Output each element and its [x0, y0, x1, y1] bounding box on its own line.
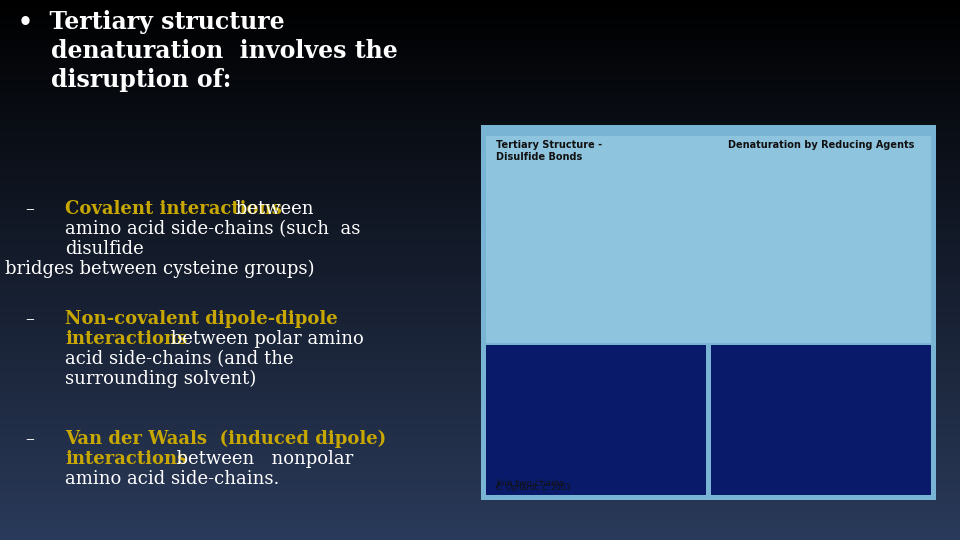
Text: between: between	[230, 200, 314, 218]
Text: between polar amino: between polar amino	[165, 330, 364, 348]
FancyBboxPatch shape	[486, 345, 706, 495]
Text: Non-covalent dipole-dipole: Non-covalent dipole-dipole	[65, 310, 338, 328]
Text: interactions: interactions	[65, 330, 187, 348]
Text: Denaturation by Reducing Agents: Denaturation by Reducing Agents	[728, 140, 914, 150]
Text: C. Ophardt, c. 2003: C. Ophardt, c. 2003	[496, 483, 570, 492]
Text: amino acid side-chains.: amino acid side-chains.	[65, 470, 279, 488]
FancyBboxPatch shape	[481, 125, 936, 500]
Text: Join two chains: Join two chains	[496, 479, 564, 488]
FancyBboxPatch shape	[711, 345, 931, 495]
Text: Covalent interactions: Covalent interactions	[65, 200, 281, 218]
Text: Tertiary Structure -
Disulfide Bonds: Tertiary Structure - Disulfide Bonds	[496, 140, 602, 161]
FancyBboxPatch shape	[486, 136, 931, 342]
Text: interactions: interactions	[65, 450, 187, 468]
Text: amino acid side-chains (such  as: amino acid side-chains (such as	[65, 220, 360, 238]
Text: Van der Waals  (induced dipole): Van der Waals (induced dipole)	[65, 430, 386, 448]
Text: disulfide: disulfide	[65, 240, 144, 258]
Text: acid side-chains (and the: acid side-chains (and the	[65, 350, 294, 368]
Text: bridges between cysteine groups): bridges between cysteine groups)	[5, 260, 315, 278]
Text: surrounding solvent): surrounding solvent)	[65, 370, 256, 388]
Text: between   nonpolar: between nonpolar	[165, 450, 353, 468]
Text: •  Tertiary structure
    denaturation  involves the
    disruption of:: • Tertiary structure denaturation involv…	[18, 10, 397, 91]
Text: –: –	[25, 200, 34, 218]
Text: –: –	[25, 310, 34, 328]
Text: –: –	[25, 430, 34, 448]
